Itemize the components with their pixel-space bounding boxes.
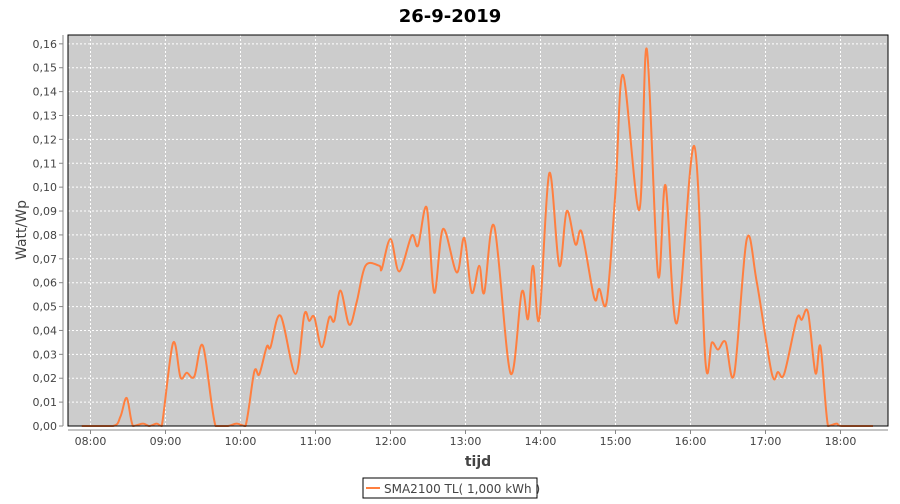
- y-tick-label: 0,13: [33, 109, 58, 122]
- legend-label: SMA2100 TL( 1,000 kWh ): [384, 482, 540, 496]
- y-tick-label: 0,06: [33, 277, 58, 290]
- x-tick-label: 16:00: [675, 435, 707, 448]
- y-tick-label: 0,11: [33, 157, 58, 170]
- x-tick-label: 12:00: [375, 435, 407, 448]
- y-tick-label: 0,15: [33, 62, 58, 75]
- legend: SMA2100 TL( 1,000 kWh ): [363, 478, 540, 498]
- x-tick-label: 15:00: [600, 435, 632, 448]
- y-tick-label: 0,05: [33, 301, 58, 314]
- y-axis: 0,00 0,01 0,02 0,03 0,04 0,05 0,06 0,07 0,08 0,09…: [33, 35, 64, 433]
- x-tick-label: 14:00: [525, 435, 557, 448]
- y-tick-label: 0,04: [33, 324, 58, 337]
- chart-title: 26-9-2019: [399, 6, 502, 27]
- y-tick-label: 0,03: [33, 348, 58, 361]
- y-tick-label: 0,00: [33, 420, 58, 433]
- y-axis-label: Watt/Wp: [14, 200, 30, 260]
- x-tick-label: 13:00: [450, 435, 482, 448]
- x-tick-label: 10:00: [225, 435, 257, 448]
- y-tick-label: 0,14: [33, 86, 58, 99]
- x-tick-label: 08:00: [75, 435, 107, 448]
- y-tick-label: 0,16: [33, 38, 58, 51]
- y-tick-label: 0,09: [33, 205, 58, 218]
- x-axis: 08:00 09:00 10:00 11:00 12:00 13:00 14:00 15:00…: [68, 430, 888, 448]
- y-tick-label: 0,12: [33, 133, 58, 146]
- x-tick-label: 11:00: [300, 435, 332, 448]
- y-tick-label: 0,08: [33, 229, 58, 242]
- x-tick-label: 18:00: [825, 435, 857, 448]
- y-tick-label: 0,10: [33, 181, 58, 194]
- y-tick-label: 0,02: [33, 372, 58, 385]
- y-tick-label: 0,07: [33, 253, 58, 266]
- y-tick-label: 0,01: [33, 396, 58, 409]
- x-axis-label: tijd: [465, 454, 491, 470]
- x-tick-label: 09:00: [150, 435, 182, 448]
- x-tick-label: 17:00: [750, 435, 782, 448]
